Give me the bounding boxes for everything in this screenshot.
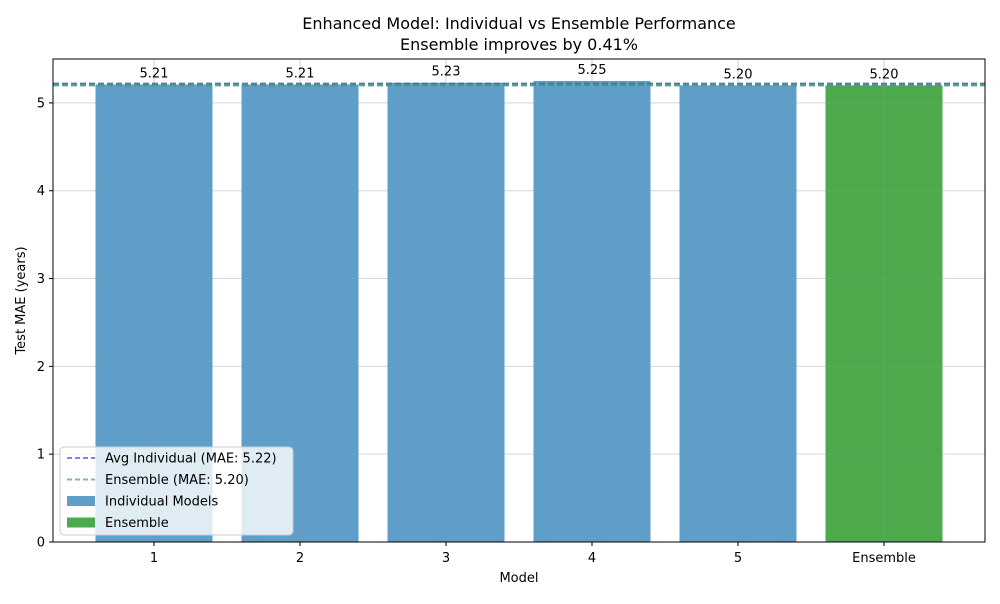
x-tick-label: 3 bbox=[442, 551, 450, 566]
x-tick-label: 5 bbox=[734, 551, 742, 566]
legend-entry-label: Avg Individual (MAE: 5.22) bbox=[105, 452, 277, 467]
x-tick-label: 1 bbox=[150, 551, 158, 566]
bar-individual-4 bbox=[533, 80, 651, 543]
y-axis: 0 1 2 3 4 5 bbox=[37, 96, 53, 551]
legend-entry-label: Individual Models bbox=[105, 495, 218, 510]
bar-ensemble bbox=[825, 85, 943, 542]
legend: Avg Individual (MAE: 5.22) Ensemble (MAE:… bbox=[59, 446, 294, 536]
value-label: 5.20 bbox=[870, 67, 899, 82]
value-label: 5.23 bbox=[432, 65, 461, 80]
x-tick-label: 4 bbox=[588, 551, 596, 566]
y-tick-label: 0 bbox=[37, 536, 45, 551]
y-tick-label: 1 bbox=[37, 448, 45, 463]
y-tick-label: 4 bbox=[37, 184, 45, 199]
chart-title: Enhanced Model: Individual vs Ensemble P… bbox=[302, 14, 736, 33]
legend-entry-label: Ensemble bbox=[105, 516, 169, 531]
legend-patch-swatch bbox=[67, 517, 95, 528]
chart-subtitle: Ensemble improves by 0.41% bbox=[400, 35, 638, 54]
value-labels: 5.21 5.21 5.23 5.25 5.20 5.20 bbox=[140, 63, 899, 82]
y-tick-label: 3 bbox=[37, 272, 45, 287]
x-tick-label: Ensemble bbox=[852, 551, 916, 566]
x-tick-label: 2 bbox=[296, 551, 304, 566]
y-tick-label: 2 bbox=[37, 360, 45, 375]
value-label: 5.21 bbox=[140, 66, 169, 81]
legend-box bbox=[59, 446, 294, 536]
legend-patch-swatch bbox=[67, 496, 95, 506]
legend-entry-label: Ensemble (MAE: 5.20) bbox=[105, 473, 249, 488]
y-axis-label: Test MAE (years) bbox=[14, 246, 29, 355]
value-label: 5.20 bbox=[724, 67, 753, 82]
value-label: 5.21 bbox=[286, 66, 315, 81]
bar-individual-3 bbox=[387, 82, 505, 542]
value-label: 5.25 bbox=[578, 63, 607, 78]
x-axis: 1 2 3 4 5 Ensemble bbox=[150, 542, 916, 566]
reference-lines bbox=[53, 82, 985, 87]
plot-frame bbox=[52, 58, 986, 543]
bar-individual-5 bbox=[679, 85, 797, 542]
x-axis-label: Model bbox=[499, 571, 538, 586]
y-tick-label: 5 bbox=[37, 96, 45, 111]
